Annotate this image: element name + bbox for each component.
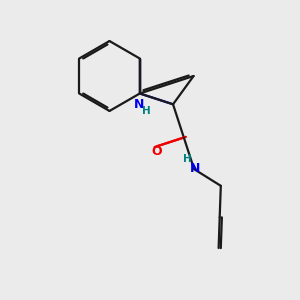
Text: N: N xyxy=(134,98,144,111)
Text: H: H xyxy=(142,106,151,116)
Text: H: H xyxy=(183,154,192,164)
Text: N: N xyxy=(190,162,200,175)
Text: O: O xyxy=(152,145,162,158)
